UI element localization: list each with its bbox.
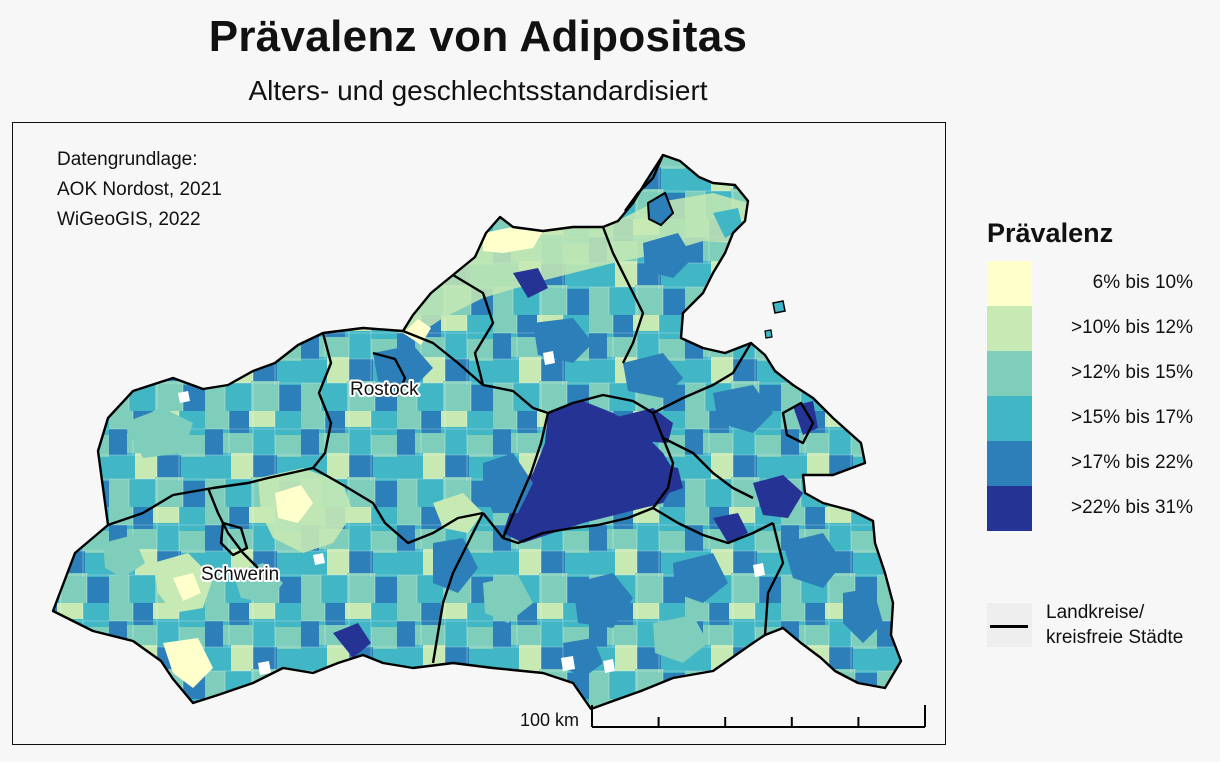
legend-swatch — [987, 396, 1032, 441]
boundary-label-line: Landkreise/ — [1046, 602, 1145, 623]
legend-swatch — [987, 261, 1032, 306]
scale-bar-label: 100 km — [520, 710, 579, 730]
data-source-note: Datengrundlage: AOK Nordost, 2021 WiGeoG… — [57, 145, 222, 235]
legend-label: >17% bis 22% — [1071, 452, 1193, 473]
island-shape — [764, 329, 773, 339]
boundary-line-symbol — [990, 625, 1028, 628]
data-source-heading: Datengrundlage: — [57, 149, 198, 170]
island-shape — [646, 191, 675, 227]
choropleth-map: Rostock Schwerin 100 km — [51, 153, 926, 730]
data-source-line: WiGeoGIS, 2022 — [57, 209, 201, 230]
legend-label: 6% bis 10% — [1092, 272, 1193, 293]
legend-item: >17% bis 22% — [987, 441, 1207, 486]
island-shape — [772, 300, 786, 314]
scale-bar: 100 km — [520, 705, 926, 730]
boundary-swatch — [987, 603, 1032, 647]
legend-title: Prävalenz — [987, 218, 1114, 248]
legend-item: >10% bis 12% — [987, 306, 1207, 351]
map-panel: Rostock Schwerin 100 km Datengrundlage: … — [12, 122, 946, 745]
legend-label: >15% bis 17% — [1071, 407, 1193, 428]
legend-swatch — [987, 351, 1032, 396]
legend-item: >12% bis 15% — [987, 351, 1207, 396]
boundary-legend: Landkreise/ kreisfreie Städte — [987, 600, 1217, 650]
city-label-schwerin: Schwerin — [201, 564, 279, 585]
map-title: Prävalenz von Adipositas — [208, 12, 748, 61]
legend-item: >15% bis 17% — [987, 396, 1207, 441]
legend-item: 6% bis 10% — [987, 261, 1207, 306]
legend-label: >12% bis 15% — [1071, 362, 1193, 383]
city-label-rostock: Rostock — [350, 379, 419, 400]
legend-label: >22% bis 31% — [1071, 497, 1193, 518]
legend-label: >10% bis 12% — [1071, 317, 1193, 338]
legend-swatch — [987, 441, 1032, 486]
data-source-line: AOK Nordost, 2021 — [57, 179, 222, 200]
district-boundaries — [51, 153, 903, 711]
map-subtitle: Alters- und geschlechtsstandardisiert — [248, 75, 708, 106]
legend: Prävalenz 6% bis 10% >10% bis 12% >12% b… — [987, 218, 1207, 531]
boundary-label-line: kreisfreie Städte — [1046, 627, 1184, 648]
boundary-label: Landkreise/ kreisfreie Städte — [1046, 600, 1183, 650]
legend-item: >22% bis 31% — [987, 486, 1207, 531]
legend-swatch — [987, 486, 1032, 531]
legend-swatch — [987, 306, 1032, 351]
